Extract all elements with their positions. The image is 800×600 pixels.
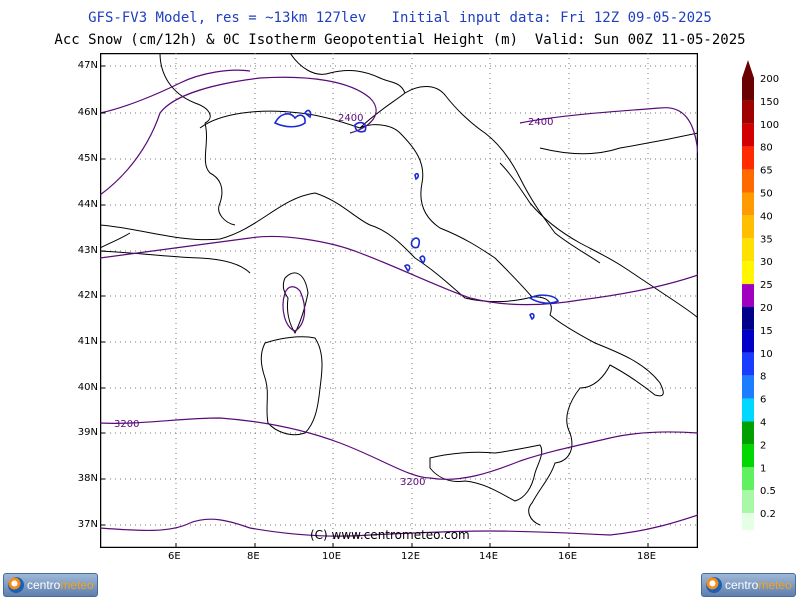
lat-label: 42N — [77, 290, 98, 301]
map-frame — [99, 52, 699, 549]
copyright-text: (C) www.centrometeo.com — [310, 528, 470, 542]
isotherm-label: 2400 — [528, 117, 553, 128]
logo-text-part2: meteo — [60, 578, 94, 592]
colorbar-label: 30 — [760, 257, 773, 268]
lat-label: 47N — [77, 60, 98, 71]
lon-label: 12E — [401, 551, 421, 562]
logo-swirl-icon — [8, 577, 24, 593]
colorbar-label: 0.5 — [760, 486, 776, 497]
lat-label: 40N — [77, 382, 98, 393]
lat-label: 46N — [77, 107, 98, 118]
colorbar-label: 10 — [760, 349, 773, 360]
tick-marks — [100, 65, 649, 548]
colorbar-legend: 200 150 100 80 65 50 40 35 30 25 20 15 10 8 6 4 2 1 0.5 0.2 — [740, 60, 800, 547]
colorbar-swatch — [742, 146, 754, 170]
lon-label: 14E — [479, 551, 499, 562]
centrometeo-logo-right[interactable]: centro meteo — [701, 573, 796, 597]
isotherm-label: 3200 — [114, 419, 139, 430]
colorbar-label: 4 — [760, 418, 766, 429]
lon-label: 16E — [558, 551, 578, 562]
colorbar-swatch — [742, 307, 754, 330]
islands — [260, 272, 543, 502]
italy-map: 2400 2400 3200 3200 (C) www.centrometeo.… — [99, 52, 699, 549]
colorbar-swatch — [742, 513, 754, 536]
logo-text-part2: meteo — [758, 578, 792, 592]
colorbar-swatch — [742, 490, 754, 514]
longitude-labels: 6E 8E 10E 12E 14E 16E 18E — [100, 551, 698, 565]
colorbar-label: 65 — [760, 166, 773, 177]
colorbar-swatch — [742, 123, 754, 147]
lon-label: 18E — [637, 551, 657, 562]
colorbar-swatch — [742, 398, 754, 422]
isotherm-label-group: 2400 2400 3200 3200 — [114, 113, 553, 488]
colorbar-swatch — [742, 192, 754, 216]
product-valid-title: Acc Snow (cm/12h) & 0C Isotherm Geopoten… — [54, 32, 746, 48]
lat-label: 44N — [77, 199, 98, 210]
colorbar-swatch — [742, 78, 754, 101]
colorbar-label: 40 — [760, 211, 773, 222]
colorbar-swatch — [742, 329, 754, 353]
logo-text-part1: centro — [27, 578, 61, 592]
lat-label: 45N — [77, 153, 98, 164]
lat-label: 38N — [77, 473, 98, 484]
colorbar-swatch — [742, 215, 754, 239]
colorbar-label: 15 — [760, 326, 773, 337]
colorbar-swatch — [742, 169, 754, 193]
colorbar-label: 80 — [760, 143, 773, 154]
lat-label: 39N — [77, 427, 98, 438]
lon-label: 8E — [247, 551, 260, 562]
colorbar-label: 100 — [760, 120, 779, 131]
logo-text-part1: centro — [725, 578, 759, 592]
isotherm-label: 2400 — [338, 113, 363, 124]
centrometeo-logo-left[interactable]: centro meteo — [3, 573, 98, 597]
colorbar-swatch — [742, 352, 754, 376]
lat-label: 37N — [77, 519, 98, 530]
colorbar-swatch — [742, 284, 754, 307]
colorbar-label: 200 — [760, 74, 779, 85]
logo-swirl-icon — [706, 577, 722, 593]
isotherm-lines — [99, 69, 699, 537]
colorbar-label: 1 — [760, 463, 766, 474]
lat-label: 43N — [77, 245, 98, 256]
latitude-labels: 47N 46N 45N 44N 43N 42N 41N 40N 39N 38N … — [72, 53, 98, 548]
colorbar-swatch — [742, 100, 754, 124]
coastlines — [99, 52, 664, 526]
model-info-title: GFS-FV3 Model, res = ~13km 127lev Initia… — [88, 10, 712, 26]
lon-label: 10E — [322, 551, 342, 562]
colorbar: 200 150 100 80 65 50 40 35 30 25 20 15 10 8 6 4 2 1 0.5 0.2 — [741, 60, 779, 547]
colorbar-label: 150 — [760, 97, 779, 108]
colorbar-label: 0.2 — [760, 509, 776, 520]
colorbar-label: 8 — [760, 372, 766, 383]
balkan-coast — [499, 132, 699, 319]
snow-areas — [273, 109, 560, 321]
lat-label: 41N — [77, 336, 98, 347]
colorbar-swatch — [742, 444, 754, 468]
map-panel: 2400 2400 3200 3200 (C) www.centrometeo.… — [99, 52, 699, 549]
colorbar-swatch — [742, 375, 754, 399]
colorbar-label: 2 — [760, 440, 766, 451]
colorbar-swatch — [742, 467, 754, 491]
isotherm-label: 3200 — [400, 477, 425, 488]
colorbar-swatch — [742, 261, 754, 285]
colorbar-label: 50 — [760, 189, 773, 200]
colorbar-swatch — [742, 421, 754, 445]
colorbar-label: 35 — [760, 234, 773, 245]
lon-label: 6E — [168, 551, 181, 562]
colorbar-swatch — [742, 238, 754, 262]
colorbar-label: 6 — [760, 395, 766, 406]
colorbar-label: 20 — [760, 303, 773, 314]
colorbar-top-arrow — [742, 60, 754, 78]
colorbar-label: 25 — [760, 280, 773, 291]
